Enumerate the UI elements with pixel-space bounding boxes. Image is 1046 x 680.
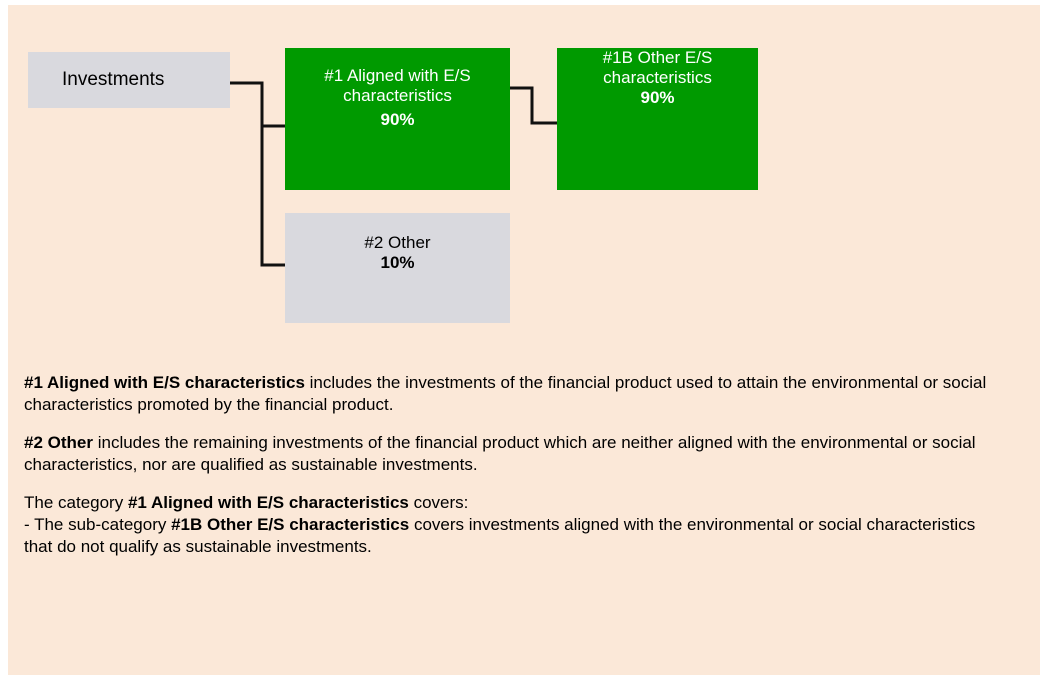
note-line: #2 Other includes the remaining investme… [24,432,994,476]
node-value: 90% [640,88,675,107]
note-term: #1 Aligned with E/S characteristics [24,373,305,392]
connector [510,86,557,125]
note-paragraph: The category #1 Aligned with E/S charact… [24,492,994,558]
node-label: #1B Other E/S characteristics [602,48,713,87]
node-aligned: #1 Aligned with E/S characteristics 90% [285,48,510,190]
note-line: - The sub-category #1B Other E/S charact… [24,514,994,558]
node-label: #2 Other [364,233,431,252]
connector [230,81,285,267]
panel: Investments #1 Aligned with E/S characte… [8,5,1040,675]
node-value: 10% [380,253,415,272]
note-text: covers: [408,493,469,512]
notes: #1 Aligned with E/S characteristics incl… [24,372,994,574]
node-other-es: #1B Other E/S characteristics 90% [557,48,758,190]
note-term: #1B Other E/S characteristics [171,515,410,534]
node-value: 90% [380,110,415,129]
note-term: #1 Aligned with E/S characteristics [127,493,409,512]
note-text: includes the investments of the financia… [24,373,987,414]
note-paragraph: #2 Other includes the remaining investme… [24,432,994,476]
note-term: #2 Other [24,433,93,452]
node-other: #2 Other 10% [285,213,510,323]
note-line: #1 Aligned with E/S characteristics incl… [24,372,994,416]
note-text: includes the remaining investments of th… [24,433,976,474]
node-label: Investments [62,69,165,90]
connectors [230,81,557,267]
node-label: #1 Aligned with E/S characteristics [324,66,471,105]
node-investments: Investments [28,52,230,108]
note-text: covers investments aligned with the envi… [24,515,976,556]
note-line: The category #1 Aligned with E/S charact… [24,492,994,514]
note-text: The category [24,493,128,512]
note-text: - The sub-category [24,515,172,534]
note-paragraph: #1 Aligned with E/S characteristics incl… [24,372,994,416]
